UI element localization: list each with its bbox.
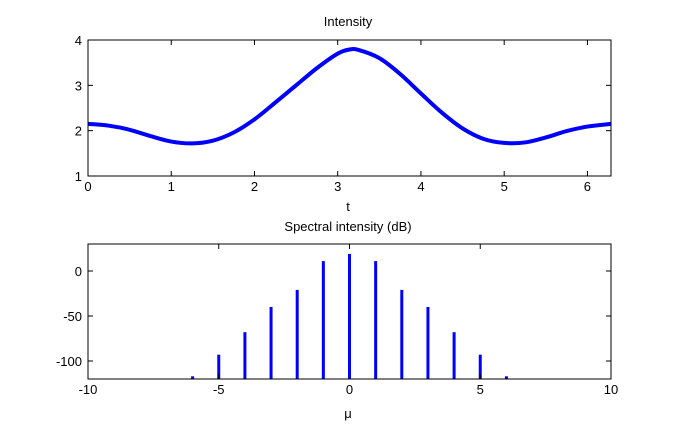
intensity-xtick-label: 1 [168, 179, 175, 194]
spectrum-xlabel: μ [344, 406, 352, 421]
spectrum-marks [191, 253, 508, 379]
spectrum-bar [374, 261, 378, 379]
intensity-xtick-label: 6 [584, 179, 591, 194]
spectrum-bar [243, 332, 247, 379]
spectrum-bar [348, 253, 351, 379]
spectrum-bar [321, 261, 325, 379]
spectrum-xtick-label: -10 [79, 382, 98, 397]
intensity-ytick-label: 2 [75, 124, 82, 139]
spectrum-bar [452, 332, 456, 379]
spectrum-bar [269, 307, 273, 379]
spectrum-title: Spectral intensity (dB) [284, 219, 411, 234]
spectrum-xtick-label: 0 [346, 382, 353, 397]
spectrum-bar [295, 289, 299, 379]
spectrum-bar [400, 289, 404, 379]
spectrum-bar [426, 307, 430, 379]
spectrum-xtick-label: 10 [604, 382, 618, 397]
intensity-xtick-label: 0 [84, 179, 91, 194]
intensity-xtick-label: 5 [501, 179, 508, 194]
intensity-xtick-label: 2 [251, 179, 258, 194]
spectrum-xtick-label: 5 [477, 382, 484, 397]
spectrum-bar [191, 376, 195, 379]
intensity-ytick-label: 3 [75, 78, 82, 93]
spectrum-bar [478, 354, 482, 379]
spectrum-ticks: -10 -5 0 5 100-50-100 [56, 244, 618, 397]
spectrum-xtick-label: -5 [213, 382, 225, 397]
spectrum-ytick-label: -100 [56, 354, 82, 369]
spectrum-ytick-label: -50 [63, 309, 82, 324]
spectrum-plot: Spectral intensity (dB) -10 -5 0 5 100-50-10… [56, 219, 618, 421]
intensity-marks [87, 46, 612, 146]
intensity-ytick-label: 1 [75, 169, 82, 184]
intensity-xtick-label: 3 [334, 179, 341, 194]
intensity-series-line [87, 46, 612, 146]
spectrum-bar [217, 354, 221, 379]
spectrum-bar [504, 376, 508, 379]
intensity-xlabel: t [346, 199, 350, 214]
intensity-title: Intensity [324, 14, 373, 29]
spectrum-ytick-label: 0 [75, 264, 82, 279]
intensity-axes-box [87, 39, 612, 177]
intensity-ytick-label: 4 [75, 33, 82, 48]
intensity-xtick-label: 4 [417, 179, 424, 194]
